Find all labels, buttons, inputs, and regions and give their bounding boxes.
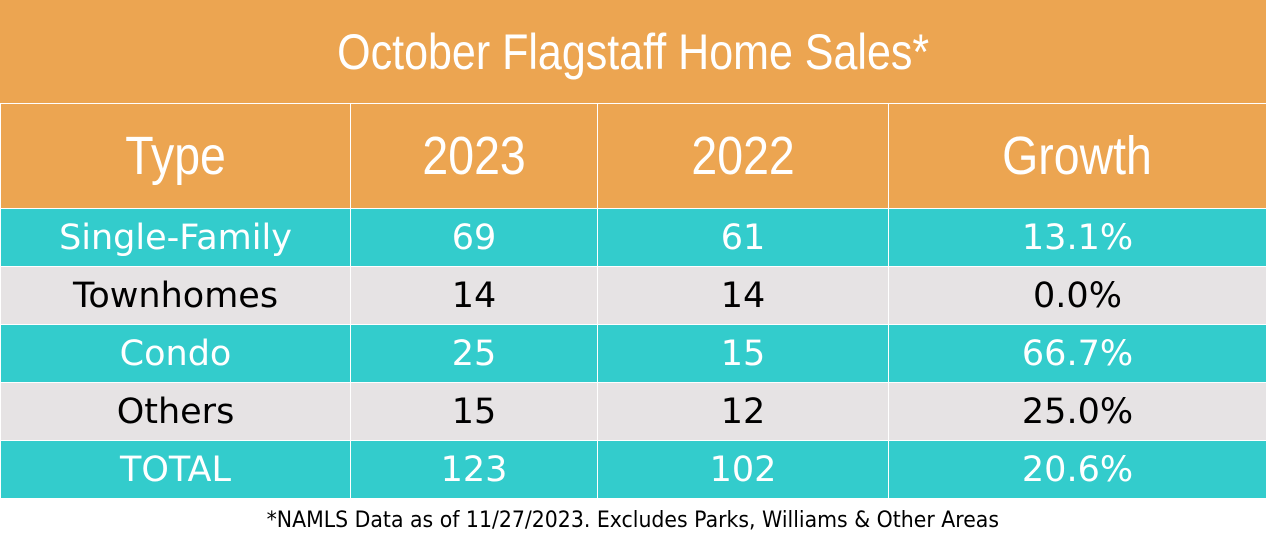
cell-growth: 20.6% [888,440,1266,498]
cell-2022: 15 [597,324,889,383]
table-row: Single-Family 69 61 13.1% [0,208,1266,267]
header-row: Type 2023 2022 Growth [0,104,1266,209]
cell-2023: 25 [350,324,598,383]
cell-type: Condo [0,324,351,383]
table-row: Others 15 12 25.0% [0,382,1266,441]
cell-growth: 66.7% [888,324,1266,383]
total-row: TOTAL 123 102 20.6% [0,440,1266,498]
cell-growth: 13.1% [888,208,1266,267]
cell-2022: 12 [597,382,889,441]
cell-growth: 0.0% [888,266,1266,325]
cell-type: TOTAL [0,440,351,498]
cell-2022: 61 [597,208,889,267]
header-2022: 2022 [597,104,889,209]
table-row: Condo 25 15 66.7% [0,324,1266,383]
footnote: *NAMLS Data as of 11/27/2023. Excludes P… [0,508,1266,533]
footnote-text: *NAMLS Data as of 11/27/2023. Excludes P… [266,508,1000,533]
cell-2022: 102 [597,440,889,498]
table-row: Townhomes 14 14 0.0% [0,266,1266,325]
cell-2023: 15 [350,382,598,441]
header-2023: 2023 [350,104,598,209]
cell-type: Townhomes [0,266,351,325]
cell-2022: 14 [597,266,889,325]
sales-table: Type 2023 2022 Growth Single-Family 69 6… [0,104,1266,498]
cell-type: Others [0,382,351,441]
cell-2023: 123 [350,440,598,498]
header-growth: Growth [888,104,1266,209]
cell-type: Single-Family [0,208,351,267]
cell-2023: 14 [350,266,598,325]
cell-2023: 69 [350,208,598,267]
cell-growth: 25.0% [888,382,1266,441]
header-type: Type [0,104,351,209]
title-bar: October Flagstaff Home Sales* [0,0,1266,104]
page-title: October Flagstaff Home Sales* [337,23,929,80]
